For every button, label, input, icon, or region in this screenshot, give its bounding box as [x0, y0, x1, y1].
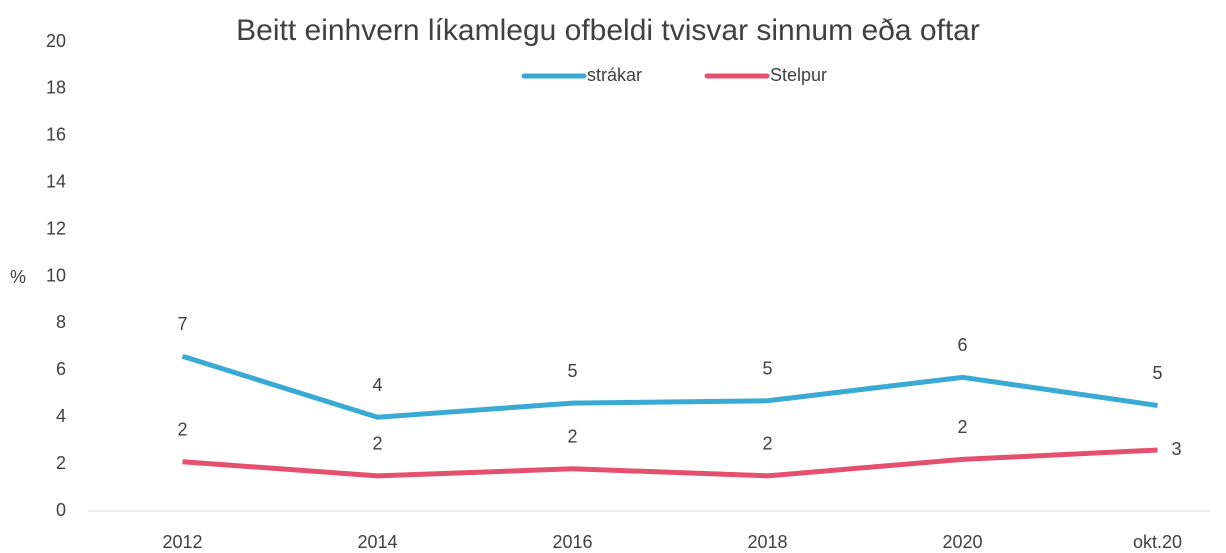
y-tick-label: 2: [56, 453, 66, 473]
x-tick-label: 2014: [357, 532, 397, 552]
data-label: 5: [1152, 363, 1162, 383]
y-axis-label: %: [10, 267, 26, 287]
y-tick-label: 6: [56, 359, 66, 379]
y-tick-label: 20: [46, 31, 66, 51]
data-label: 7: [177, 314, 187, 334]
y-tick-label: 12: [46, 218, 66, 238]
y-tick-label: 4: [56, 406, 66, 426]
y-tick-label: 16: [46, 125, 66, 145]
line-series: [181, 353, 1158, 420]
y-tick-label: 18: [46, 78, 66, 98]
data-label: 2: [957, 417, 967, 437]
data-label: 3: [1172, 439, 1182, 459]
data-label: 6: [957, 335, 967, 355]
x-tick-label: 2018: [747, 532, 787, 552]
data-label: 2: [567, 427, 577, 447]
data-label: 5: [762, 359, 772, 379]
chart-title: Beitt einhvern líkamlegu ofbeldi tvisvar…: [236, 14, 980, 47]
y-tick-label: 0: [56, 500, 66, 520]
legend-label: Stelpur: [770, 65, 827, 85]
x-tick-label: 2012: [162, 532, 202, 552]
x-tick-label: okt.20: [1133, 532, 1182, 552]
data-label: 2: [177, 420, 187, 440]
data-label: 4: [372, 375, 382, 395]
data-label: 2: [762, 434, 772, 454]
legend-label: strákar: [587, 65, 642, 85]
y-tick-label: 10: [46, 265, 66, 285]
x-tick-label: 2020: [942, 532, 982, 552]
y-tick-label: 8: [56, 312, 66, 332]
line-series: [182, 447, 1158, 479]
y-tick-label: 14: [46, 171, 66, 191]
data-label: 2: [372, 434, 382, 454]
data-label: 5: [567, 361, 577, 381]
x-tick-label: 2016: [552, 532, 592, 552]
